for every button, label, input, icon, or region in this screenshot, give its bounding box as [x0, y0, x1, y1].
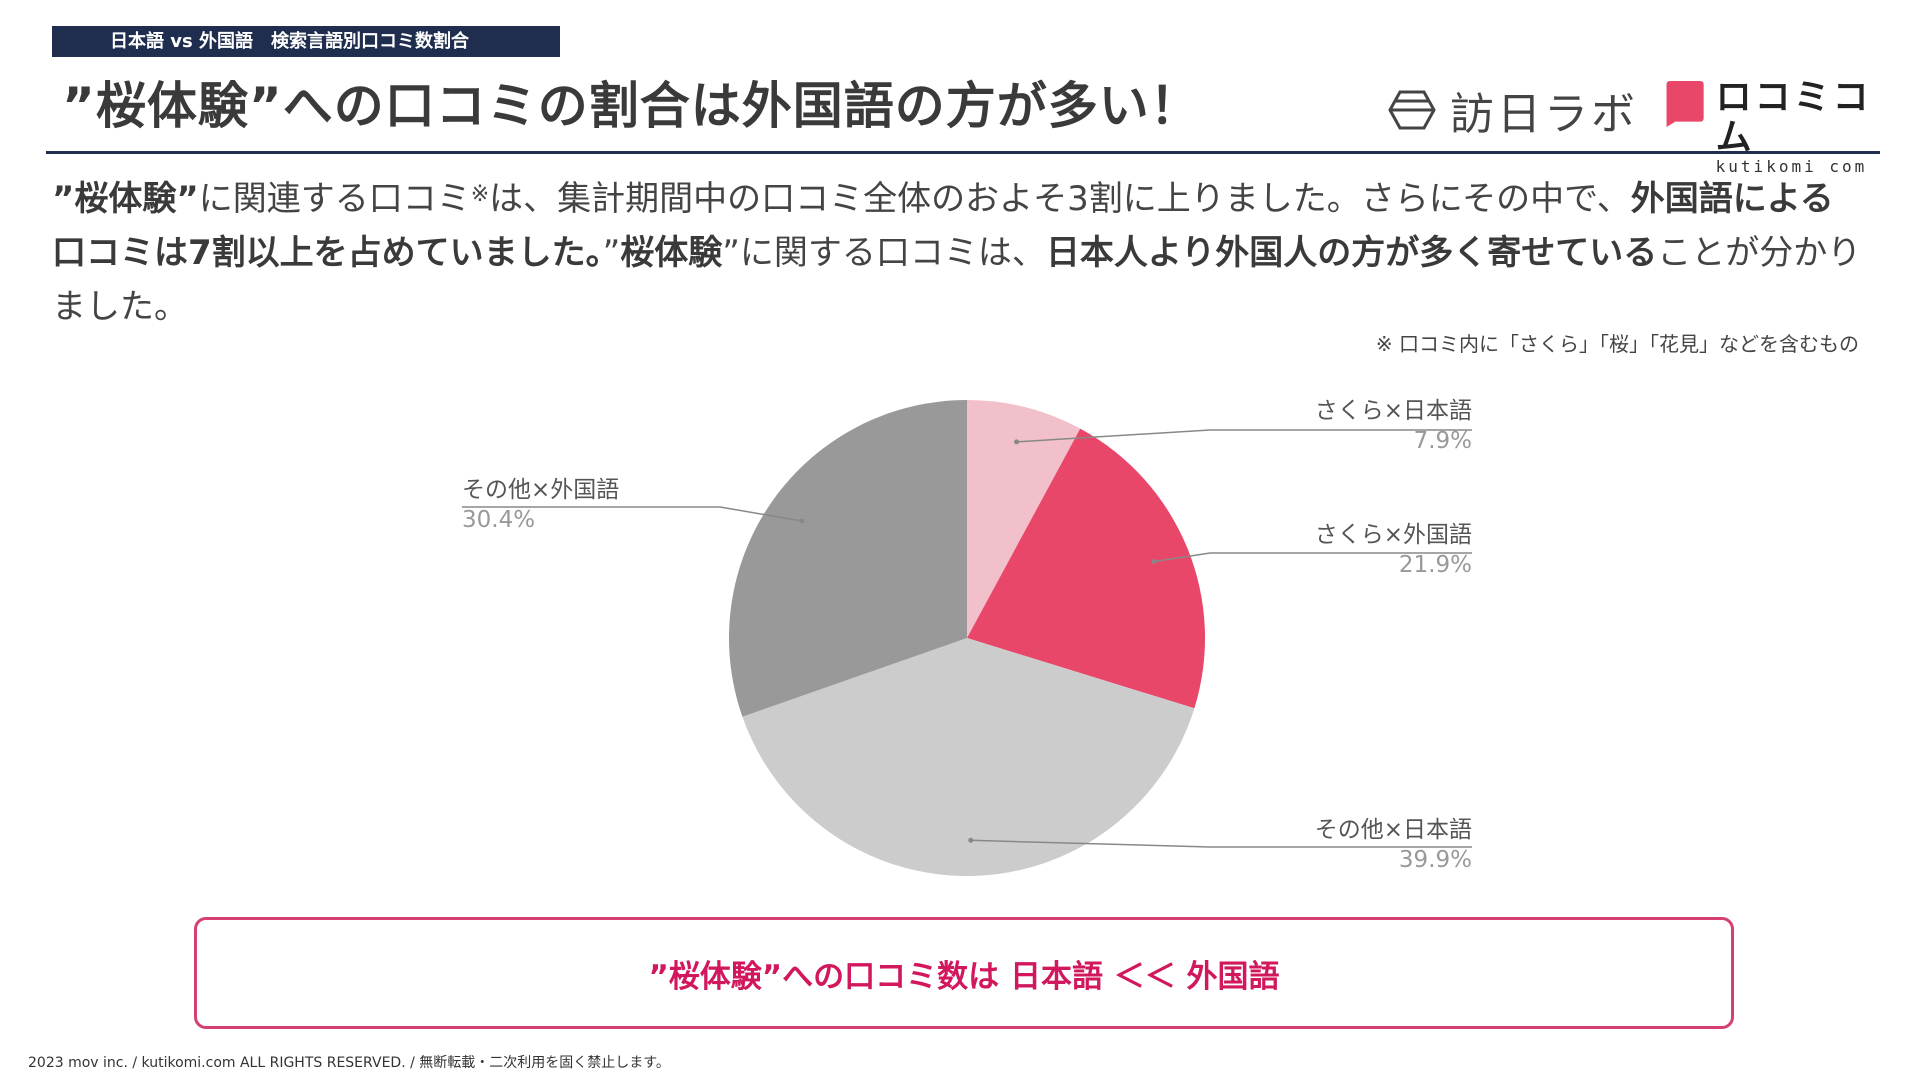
leader-dot — [968, 837, 974, 843]
slice-label: さくら×日本語 — [1315, 398, 1472, 424]
houniti-logo-text: 訪日ラボ — [1450, 89, 1638, 140]
section-tag: 日本語 vs 外国語 検索言語別口コミ数割合 — [52, 26, 560, 57]
body-bold-4: 日本人より外国人の方が多く寄せている — [1045, 233, 1658, 273]
footnote: ※ 口コミ内に「さくら」「桜」「花見」などを含むもの — [1375, 332, 1859, 356]
leader-line — [1016, 429, 1472, 443]
slice-value-label: 21.9% — [1399, 552, 1472, 578]
slice-label: さくら×外国語 — [1315, 522, 1472, 548]
body-text-3: ” — [602, 233, 621, 273]
slice-value-label: 30.4% — [462, 507, 535, 533]
logos: 訪日ラボ ロコミコム kutikomi com — [1388, 78, 1888, 176]
houniti-lab-logo: 訪日ラボ — [1388, 78, 1638, 142]
body-text-2: は、集計期間中の口コミ全体のおよそ3割に上りました。さらにその中で、 — [489, 179, 1631, 219]
slice-label: その他×日本語 — [1315, 817, 1472, 843]
body-bold-2: 外国語による口コミは7割以上を占めていました。 — [52, 179, 1834, 273]
leader-line — [970, 839, 1472, 848]
leader-dot — [1014, 439, 1020, 445]
copyright-footer: 2023 mov inc. / kutikomi.com ALL RIGHTS … — [28, 1055, 670, 1071]
speech-bubble-icon — [1666, 81, 1704, 127]
body-bold-1: ”桜体験” — [52, 179, 199, 219]
kuchikomi-logo: ロコミコム kutikomi com — [1663, 78, 1888, 176]
hexagon-logo-icon — [1388, 90, 1436, 130]
leader-line — [462, 506, 803, 522]
body-paragraph: ”桜体験”に関連する口コミ※は、集計期間中の口コミ全体のおよそ3割に上りました。… — [52, 172, 1862, 334]
pie-slice — [729, 400, 967, 717]
kuchikomi-logo-text: ロコミコム — [1715, 77, 1872, 158]
body-bold-3: 桜体験 — [620, 233, 723, 273]
body-text-1: に関連する口コミ — [198, 179, 471, 219]
body-text-4: ”に関する口コミは、 — [722, 233, 1046, 273]
header-divider — [46, 151, 1880, 154]
pie-slice — [967, 428, 1205, 709]
slice-label: その他×外国語 — [462, 477, 619, 503]
slice-value-label: 7.9% — [1414, 428, 1472, 454]
pie-slice — [967, 400, 1081, 638]
page-title: ”桜体験”への口コミの割合は外国語の方が多い！ — [62, 77, 1201, 135]
kuchikomi-logo-subtext: kutikomi com — [1715, 157, 1868, 176]
pie-slice — [742, 638, 1195, 876]
leader-dot — [799, 518, 805, 524]
body-text-5: ことが分かりました。 — [52, 233, 1862, 327]
leader-line — [1154, 552, 1472, 563]
slice-value-label: 39.9% — [1399, 847, 1472, 873]
pie-chart: さくら×日本語 7.9% さくら×外国語 21.9% その他×日本語 39.9% その他×外… — [462, 398, 1472, 876]
footnote-mark: ※ — [470, 182, 490, 207]
conclusion-box: ”桜体験”への口コミ数は 日本語 ＜＜ 外国語 — [194, 917, 1734, 1029]
leader-dot — [1151, 559, 1157, 564]
